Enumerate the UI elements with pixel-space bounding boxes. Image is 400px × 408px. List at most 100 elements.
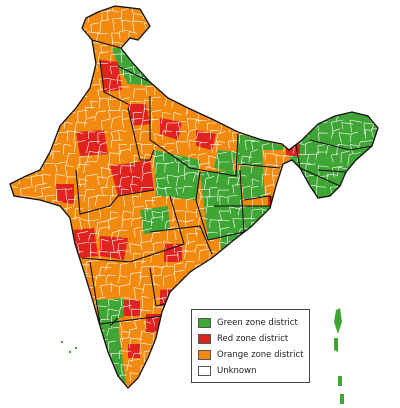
district-boundary bbox=[56, 42, 69, 56]
district-boundary bbox=[187, 45, 199, 54]
district-boundary bbox=[376, 384, 378, 388]
district-boundary bbox=[10, 22, 20, 31]
district-boundary bbox=[13, 342, 26, 353]
district-boundary bbox=[86, 6, 100, 8]
district-boundary bbox=[317, 197, 330, 209]
state-border-line bbox=[89, 261, 163, 325]
andaman-islands bbox=[334, 308, 342, 334]
district-boundary bbox=[308, 75, 319, 84]
district-boundary bbox=[282, 196, 295, 209]
district-boundary bbox=[315, 151, 328, 160]
district-boundary bbox=[350, 76, 358, 86]
district-boundary bbox=[10, 6, 19, 14]
district-boundary bbox=[23, 306, 34, 315]
district-boundary bbox=[55, 396, 67, 407]
district-boundary bbox=[343, 395, 354, 405]
district-boundary bbox=[274, 42, 286, 55]
district-boundary bbox=[120, 297, 129, 307]
district-boundary bbox=[269, 6, 281, 8]
district-boundary bbox=[184, 250, 195, 259]
district-boundary bbox=[383, 206, 396, 215]
district-boundary bbox=[160, 265, 174, 277]
district-boundary bbox=[32, 404, 44, 408]
district-boundary bbox=[77, 109, 88, 122]
district-boundary bbox=[254, 382, 266, 388]
district-boundary bbox=[219, 195, 228, 207]
district-boundary bbox=[353, 339, 368, 353]
district-boundary bbox=[10, 395, 21, 406]
district-boundary bbox=[79, 218, 88, 231]
district-boundary bbox=[342, 194, 353, 203]
district-boundary bbox=[347, 196, 358, 208]
district-boundary bbox=[198, 189, 211, 197]
district-boundary bbox=[31, 152, 44, 163]
zone-region-pune bbox=[100, 236, 128, 260]
district-boundary bbox=[11, 295, 19, 307]
district-boundary bbox=[394, 197, 400, 207]
district-boundary bbox=[373, 274, 378, 283]
district-boundary bbox=[265, 217, 276, 229]
district-boundary bbox=[57, 263, 65, 274]
district-boundary bbox=[295, 272, 310, 285]
district-boundary bbox=[53, 252, 65, 263]
district-boundary bbox=[19, 370, 29, 383]
district-boundary bbox=[139, 266, 154, 280]
district-boundary bbox=[296, 119, 307, 133]
district-boundary bbox=[85, 107, 95, 118]
district-boundary bbox=[173, 6, 186, 14]
district-boundary bbox=[175, 141, 188, 154]
district-boundary bbox=[33, 6, 42, 12]
district-boundary bbox=[155, 162, 169, 174]
district-boundary bbox=[10, 111, 21, 120]
district-boundary bbox=[172, 17, 186, 28]
district-boundary bbox=[338, 216, 348, 228]
district-boundary bbox=[393, 75, 400, 82]
district-boundary bbox=[33, 51, 46, 61]
district-boundary bbox=[388, 166, 398, 174]
district-boundary bbox=[30, 221, 44, 233]
district-boundary bbox=[282, 244, 291, 254]
district-boundary bbox=[299, 100, 309, 108]
district-boundary bbox=[353, 186, 365, 198]
district-boundary bbox=[118, 86, 130, 99]
district-boundary bbox=[208, 155, 218, 168]
district-boundary bbox=[361, 186, 374, 195]
district-boundary bbox=[122, 20, 132, 32]
district-boundary bbox=[386, 197, 397, 205]
district-boundary bbox=[382, 288, 392, 296]
district-boundary bbox=[240, 155, 253, 165]
district-boundary bbox=[374, 6, 378, 11]
district-boundary bbox=[2, 142, 10, 153]
district-boundary bbox=[343, 31, 355, 44]
district-boundary bbox=[314, 286, 328, 299]
district-boundary bbox=[263, 296, 277, 309]
district-boundary bbox=[96, 361, 109, 372]
district-boundary bbox=[383, 376, 393, 384]
state-border-line bbox=[149, 225, 213, 255]
district-boundary bbox=[10, 204, 22, 219]
district-boundary bbox=[320, 6, 331, 14]
district-boundary bbox=[110, 53, 122, 64]
district-boundary bbox=[331, 119, 344, 135]
district-boundary bbox=[204, 231, 218, 243]
district-boundary bbox=[215, 131, 226, 146]
district-boundary bbox=[143, 39, 152, 50]
district-boundary bbox=[206, 293, 217, 304]
district-boundary bbox=[164, 86, 177, 95]
district-boundary bbox=[384, 102, 393, 110]
district-boundary bbox=[376, 362, 378, 373]
district-boundary bbox=[31, 240, 43, 252]
district-boundary bbox=[330, 241, 339, 252]
district-boundary bbox=[357, 140, 373, 149]
district-boundary bbox=[249, 121, 262, 133]
district-boundary bbox=[318, 18, 329, 29]
district-boundary bbox=[65, 77, 79, 87]
district-boundary bbox=[181, 65, 196, 75]
district-boundary bbox=[391, 46, 400, 54]
district-boundary bbox=[230, 97, 238, 112]
district-boundary bbox=[84, 173, 98, 188]
district-boundary bbox=[133, 226, 141, 238]
district-boundary bbox=[336, 66, 351, 80]
district-boundary bbox=[266, 230, 274, 239]
